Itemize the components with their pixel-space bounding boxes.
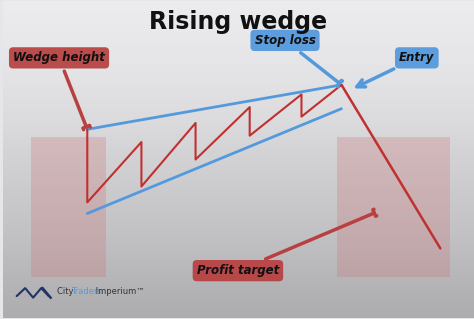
Text: Profit target: Profit target <box>197 209 377 277</box>
Text: Rising wedge: Rising wedge <box>149 10 327 34</box>
Text: Stop loss: Stop loss <box>255 34 342 87</box>
FancyBboxPatch shape <box>31 137 106 277</box>
Text: Entry: Entry <box>357 51 435 87</box>
Text: City: City <box>57 287 76 296</box>
FancyBboxPatch shape <box>337 137 450 277</box>
Text: Wedge height: Wedge height <box>13 51 105 130</box>
Text: Traders: Traders <box>71 287 102 296</box>
Text: Imperium™: Imperium™ <box>93 287 145 296</box>
